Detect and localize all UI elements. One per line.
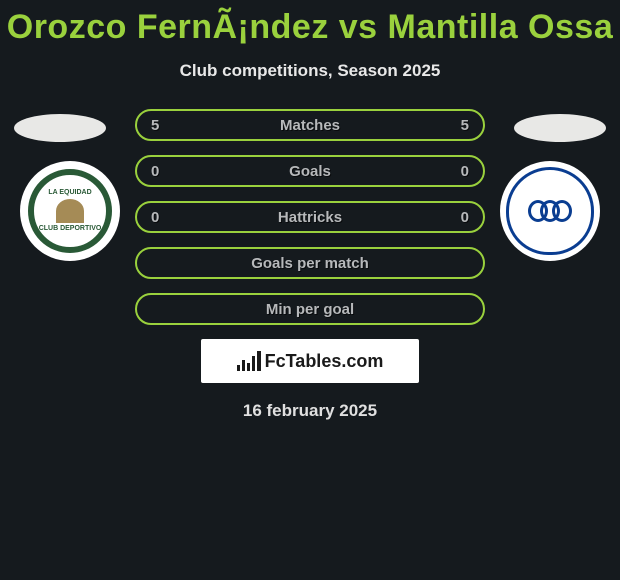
stat-value-left: 5 <box>151 117 159 134</box>
stat-value-right: 5 <box>461 117 469 134</box>
player-photo-left-placeholder <box>14 114 106 142</box>
stat-value-right: 0 <box>461 209 469 226</box>
player-photo-right-placeholder <box>514 114 606 142</box>
page-title: Orozco FernÃ¡ndez vs Mantilla Ossa <box>0 0 620 47</box>
stat-value-left: 0 <box>151 209 159 226</box>
stat-rows-container: 5 Matches 5 0 Goals 0 0 Hattricks 0 Goal… <box>135 109 485 325</box>
stat-row-matches: 5 Matches 5 <box>135 109 485 141</box>
footer-date: 16 february 2025 <box>0 401 620 421</box>
badge-bottom-text: CLUB DEPORTIVO <box>39 225 102 233</box>
page-subtitle: Club competitions, Season 2025 <box>0 61 620 81</box>
content-area: LA EQUIDAD CLUB DEPORTIVO 5 Matches 5 0 … <box>0 109 620 421</box>
stat-row-min-per-goal: Min per goal <box>135 293 485 325</box>
rings-icon <box>532 200 568 222</box>
badge-emblem-icon <box>56 199 84 223</box>
stat-label: Hattricks <box>278 209 342 226</box>
watermark: FcTables.com <box>201 339 419 383</box>
badge-top-text: LA EQUIDAD <box>48 189 91 197</box>
stat-label: Matches <box>280 117 340 134</box>
stat-value-right: 0 <box>461 163 469 180</box>
la-equidad-badge: LA EQUIDAD CLUB DEPORTIVO <box>28 169 112 253</box>
club-badge-right <box>500 161 600 261</box>
stat-row-goals-per-match: Goals per match <box>135 247 485 279</box>
watermark-text: FcTables.com <box>265 351 384 372</box>
stat-label: Goals per match <box>251 255 369 272</box>
stat-label: Min per goal <box>266 301 354 318</box>
stat-row-goals: 0 Goals 0 <box>135 155 485 187</box>
millonarios-badge <box>506 167 594 255</box>
stat-row-hattricks: 0 Hattricks 0 <box>135 201 485 233</box>
stat-value-left: 0 <box>151 163 159 180</box>
club-badge-left: LA EQUIDAD CLUB DEPORTIVO <box>20 161 120 261</box>
stat-label: Goals <box>289 163 331 180</box>
bar-chart-icon <box>237 351 261 371</box>
